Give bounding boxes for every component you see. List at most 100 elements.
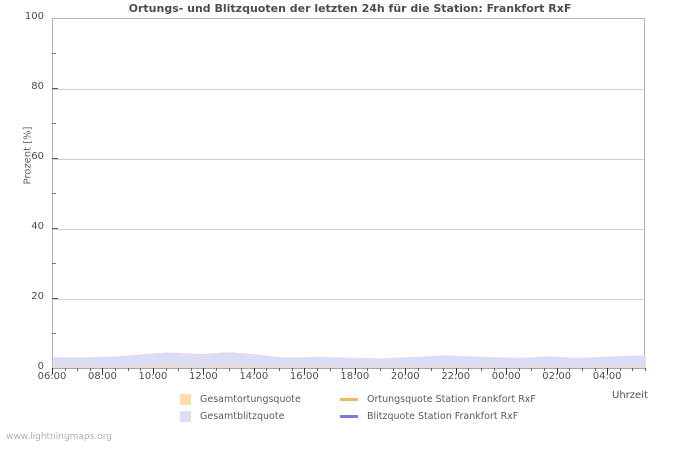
x-tick-minor <box>367 368 369 371</box>
legend-item[interactable]: Gesamtblitzquote <box>180 411 340 422</box>
x-tick-minor <box>64 368 66 371</box>
y-tick-minor <box>52 193 56 194</box>
gridline <box>53 159 644 160</box>
x-tick-minor <box>594 368 596 371</box>
legend-label: Ortungsquote Station Frankfort RxF <box>367 394 536 405</box>
x-tick-minor <box>544 368 546 371</box>
x-tick-minor <box>115 368 117 371</box>
x-tick-minor <box>77 368 79 371</box>
x-tick-label: 08:00 <box>88 371 117 382</box>
x-tick-label: 18:00 <box>340 371 370 382</box>
x-tick-label: 12:00 <box>188 371 218 382</box>
x-tick-minor <box>165 368 167 371</box>
legend-swatch-icon <box>180 394 191 405</box>
x-tick-minor <box>127 368 129 371</box>
x-tick-major <box>455 368 457 374</box>
x-tick-label: 16:00 <box>289 371 319 382</box>
y-tick-major <box>52 298 58 299</box>
x-tick-label: 02:00 <box>542 371 572 382</box>
x-tick-major <box>556 368 558 374</box>
x-tick-minor <box>329 368 331 371</box>
legend-line-icon <box>340 398 358 401</box>
area-series <box>53 352 646 369</box>
x-tick-minor <box>291 368 293 371</box>
x-tick-label: 00:00 <box>491 371 521 382</box>
x-tick-label: 04:00 <box>592 371 622 382</box>
x-tick-minor <box>89 368 91 371</box>
y-tick-label: 20 <box>31 291 44 302</box>
y-tick-minor <box>52 333 56 334</box>
y-tick-label: 100 <box>24 11 44 22</box>
x-tick-minor <box>216 368 218 371</box>
x-tick-minor <box>228 368 230 371</box>
legend-line-icon <box>340 415 358 418</box>
x-tick-major <box>506 368 508 374</box>
series-plot <box>53 352 646 369</box>
x-tick-major <box>253 368 255 374</box>
y-tick-label: 60 <box>31 151 44 162</box>
watermark: www.lightningmaps.org <box>6 432 112 442</box>
x-tick-minor <box>581 368 583 371</box>
legend-item[interactable]: Ortungsquote Station Frankfort RxF <box>340 394 536 405</box>
chart-legend: Gesamtortungsquote Ortungsquote Station F… <box>180 391 600 425</box>
x-tick-minor <box>468 368 470 371</box>
gridline <box>53 229 644 230</box>
x-tick-label: 20:00 <box>390 371 420 382</box>
y-tick-label: 40 <box>31 221 44 232</box>
x-tick-minor <box>531 368 533 371</box>
chart-title: Ortungs- und Blitzquoten der letzten 24h… <box>128 2 572 15</box>
plot-area <box>52 18 646 369</box>
x-tick-major <box>354 368 356 374</box>
legend-item[interactable]: Blitzquote Station Frankfort RxF <box>340 411 518 422</box>
x-tick-minor <box>430 368 432 371</box>
x-tick-label: 10:00 <box>138 371 168 382</box>
legend-row: Gesamtblitzquote Blitzquote Station Frank… <box>180 408 600 425</box>
x-tick-minor <box>619 368 621 371</box>
legend-swatch-icon <box>180 411 191 422</box>
x-tick-minor <box>569 368 571 371</box>
x-tick-minor <box>480 368 482 371</box>
x-tick-major <box>405 368 407 374</box>
x-tick-minor <box>392 368 394 371</box>
x-tick-minor <box>190 368 192 371</box>
gridline <box>53 89 644 90</box>
x-tick-minor <box>645 368 646 371</box>
x-tick-label: 06:00 <box>37 371 67 382</box>
x-tick-major <box>607 368 609 374</box>
x-tick-major <box>203 368 205 374</box>
legend-row: Gesamtortungsquote Ortungsquote Station F… <box>180 391 600 408</box>
x-tick-minor <box>266 368 268 371</box>
x-tick-minor <box>380 368 382 371</box>
legend-label: Gesamtortungsquote <box>200 394 301 405</box>
x-tick-minor <box>518 368 520 371</box>
x-tick-minor <box>342 368 344 371</box>
legend-label: Blitzquote Station Frankfort RxF <box>367 411 519 422</box>
gridline <box>53 299 644 300</box>
x-tick-major <box>102 368 104 374</box>
x-tick-minor <box>493 368 495 371</box>
y-tick-minor <box>52 263 56 264</box>
y-tick-major <box>52 228 58 229</box>
y-tick-major <box>52 88 58 89</box>
x-tick-minor <box>279 368 281 371</box>
x-tick-label: 22:00 <box>441 371 471 382</box>
y-tick-major <box>52 158 58 159</box>
x-tick-minor <box>417 368 419 371</box>
x-tick-label: 14:00 <box>239 371 269 382</box>
legend-item[interactable]: Gesamtortungsquote <box>180 394 340 405</box>
x-tick-minor <box>316 368 318 371</box>
x-tick-minor <box>140 368 142 371</box>
x-tick-minor <box>241 368 243 371</box>
y-axis-label: Prozent [%] <box>22 126 34 185</box>
y-tick-minor <box>52 53 56 54</box>
x-axis-label: Uhrzeit <box>612 390 648 401</box>
x-tick-major <box>152 368 154 374</box>
legend-label: Gesamtblitzquote <box>200 411 285 422</box>
y-tick-label: 0 <box>37 361 44 372</box>
x-tick-minor <box>443 368 445 371</box>
y-tick-label: 80 <box>31 81 44 92</box>
x-tick-major <box>52 368 53 374</box>
y-tick-minor <box>52 123 56 124</box>
x-tick-minor <box>178 368 180 371</box>
